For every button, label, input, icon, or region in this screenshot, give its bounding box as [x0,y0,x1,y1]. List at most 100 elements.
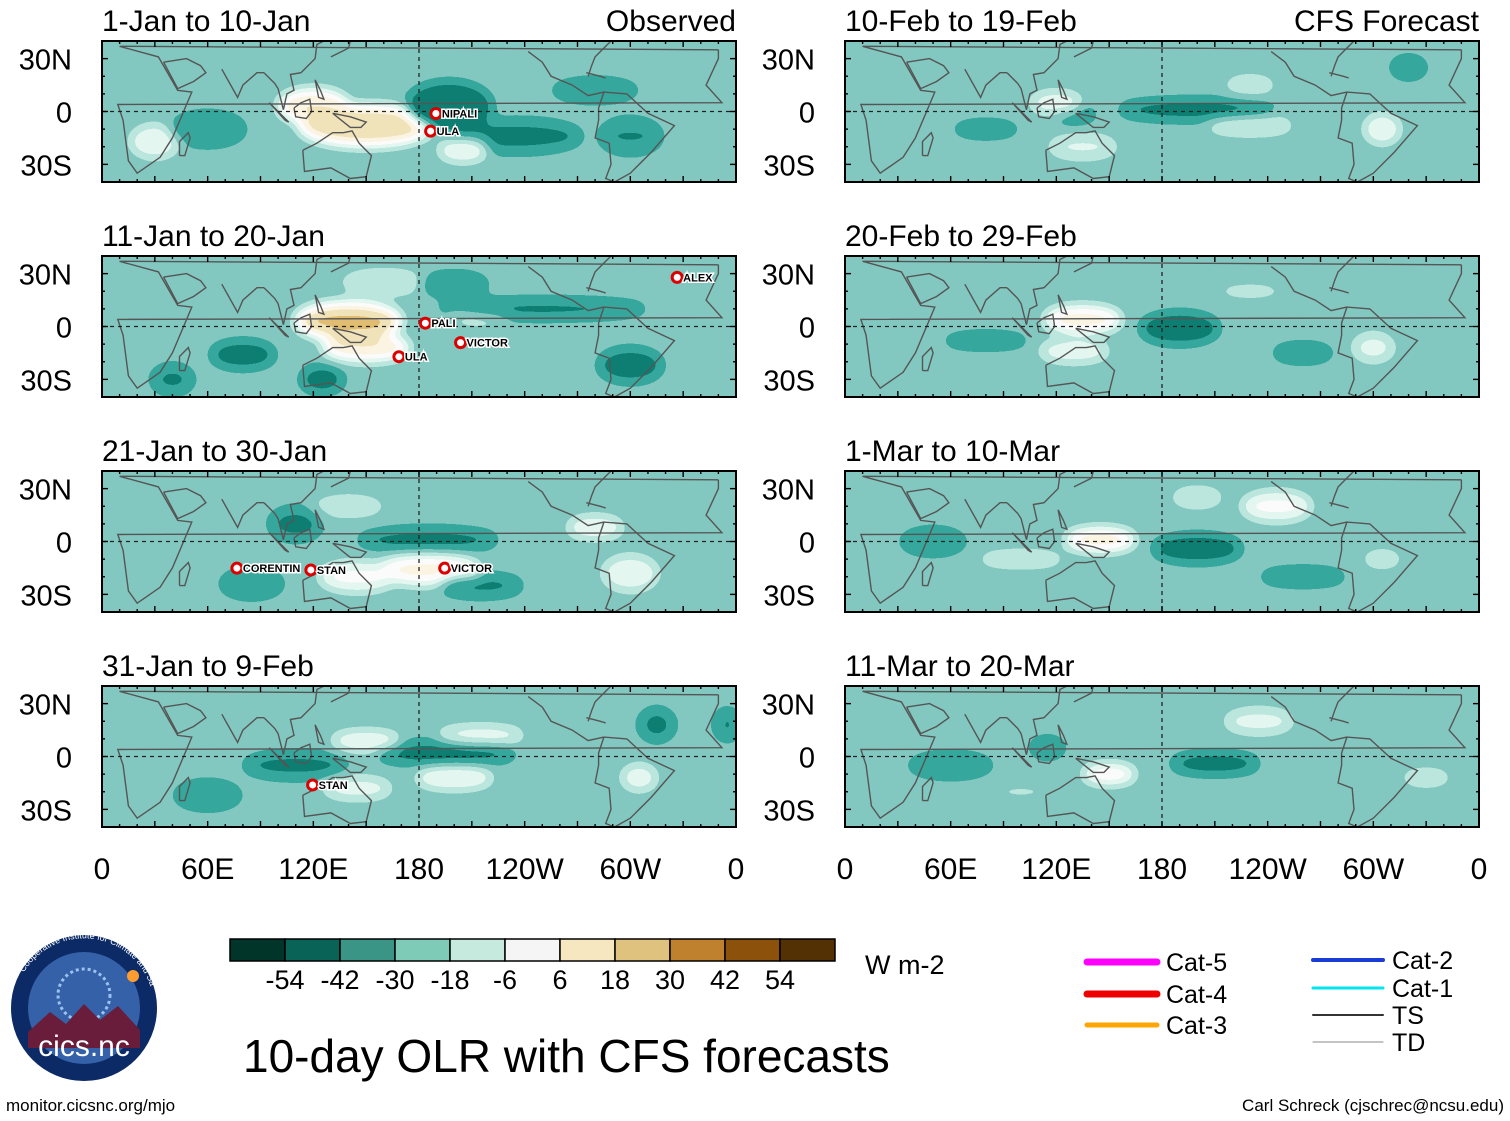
storm-label: ULA [405,352,428,364]
lat-label: 30S [20,580,72,612]
footer-credit: Carl Schreck (cjschrec@ncsu.edu) [1242,1096,1504,1115]
coastline [587,256,612,292]
coastline [1011,317,1033,338]
olr-anomaly-blob [438,574,523,597]
colorbar-label: -18 [430,965,469,995]
coastline [221,283,264,314]
olr-anomaly-blob [436,726,525,745]
coastline [1006,41,1068,110]
olr-anomaly-blob [714,708,736,741]
coastlines [859,471,1467,612]
coastline [964,283,1007,314]
coastline [302,130,373,180]
colorbar-label: -30 [375,965,414,995]
coastline [586,72,606,79]
coastline [859,45,1467,175]
coastline [1011,102,1033,123]
coastline [268,317,290,338]
coastline [268,532,290,553]
olr-anomaly-blob [1153,536,1242,561]
coastline [178,561,191,587]
olr-anomaly-blob [1271,342,1335,364]
storm-label: STAN [317,565,346,577]
storm-marker [670,270,684,284]
coastline [859,690,1467,820]
coastline [1337,521,1419,612]
olr-anomaly-blob [406,83,492,130]
logo-text: cics.nc [38,1030,130,1063]
coastline [116,260,724,390]
olr-anomaly-blob [1117,100,1277,119]
coastline [1057,724,1069,746]
coastline [905,702,950,735]
lat-label: 0 [56,528,72,560]
colorbar-swatch [339,938,396,962]
panel-period: 21-Jan to 30-Jan [102,435,327,468]
legend-label: Cat-5 [1166,949,1227,977]
olr-anomaly-blob [211,342,275,368]
colorbar-swatch [229,938,286,962]
olr-anomaly-blob [309,492,388,521]
olr-anomaly-blob [301,367,344,392]
panel-period: 20-Feb to 29-Feb [845,220,1077,253]
coastline [1057,79,1069,101]
lat-label: 30S [763,365,815,397]
coastline [1073,256,1094,273]
olr-anomaly-blob [566,516,624,538]
olr-anomaly-blob [242,752,349,778]
olr-anomaly-blob [977,550,1066,568]
olr-anomaly-blob [295,303,402,339]
colorbar-label: 30 [655,965,685,995]
coastline [330,41,351,58]
coastline [332,112,368,129]
olr-anomaly-blob [322,777,393,799]
coastline [263,686,325,755]
coastline [905,57,950,90]
olr-anomaly-blob [602,555,659,591]
map-panel: 30N 0 30S 21-Jan to 30-Jan CORENTIN STAN VICTO… [19,435,737,613]
map-panel: 30N 0 30S 10-Feb to 19-Feb CFS Forecast [762,5,1480,183]
storm-label: VICTOR [451,563,492,575]
coastline [921,346,934,372]
map-panel: 30N 0 30S 31-Jan to 9-Feb STAN [19,650,737,828]
coastline [314,724,326,746]
storm-marker [304,563,318,577]
olr-anomaly-blob [1352,333,1395,362]
coastline [594,91,676,182]
footer-url[interactable]: monitor.cicsnc.org/mjo [6,1096,175,1115]
olr-anomaly-blob [130,125,180,158]
coastline [302,560,373,610]
lat-label: 30N [19,690,72,722]
coastline [1337,736,1419,827]
coastline [921,131,934,157]
coastline [587,471,612,507]
lon-label: 0 [728,853,745,886]
colorbar-swatch [614,938,671,962]
olr-anomaly-blob [1361,548,1404,570]
storm-marker [424,124,438,138]
olr-anomaly-blob [330,731,402,750]
olr-anomaly-blob [950,118,1022,140]
coastline [1073,686,1094,703]
coastlines [116,256,724,397]
lon-label: 60W [599,853,661,886]
coastline [905,487,950,520]
legend-label: Cat-2 [1392,947,1453,975]
olr-anomaly-blob [621,765,657,790]
coastline [1330,686,1355,722]
lat-label: 30S [20,795,72,827]
olr-anomaly-blob [1065,529,1136,551]
coastline [1045,560,1116,610]
coastlines [116,471,724,612]
coastline [1006,686,1068,755]
lat-label: 30N [762,475,815,507]
coastline [527,51,605,97]
coastline [1073,41,1094,58]
coastline [178,776,191,802]
lat-label: 30S [20,365,72,397]
coastline [162,487,207,520]
colorbar-swatch [394,938,451,962]
colorbar-swatch [669,938,726,962]
lat-label: 30S [763,150,815,182]
